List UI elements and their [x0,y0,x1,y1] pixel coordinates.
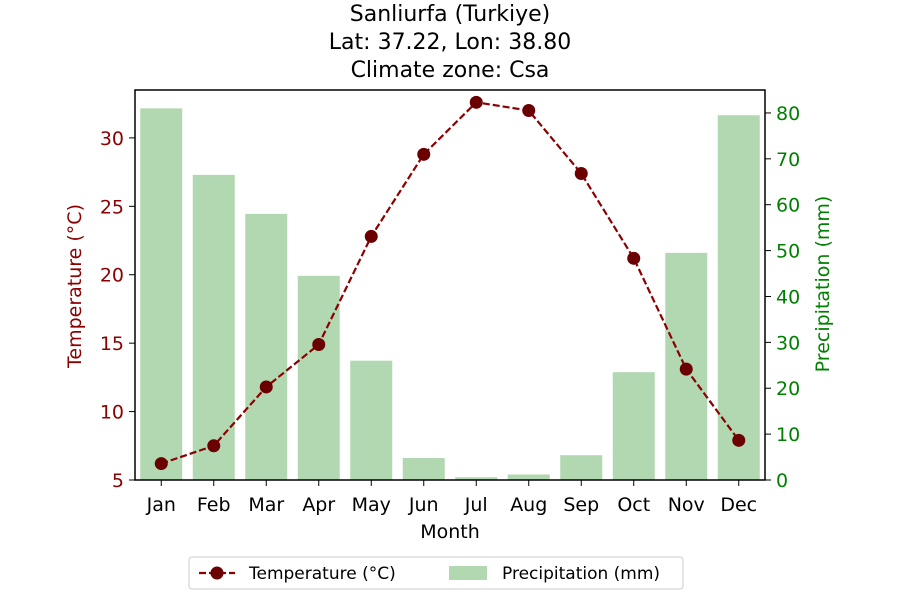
temperature-point-apr [312,338,326,352]
legend-precipitation-swatch [449,566,487,580]
x-axis-label: Month [420,521,480,543]
month-tick-label: May [352,494,391,516]
month-tick-label: Nov [668,494,705,516]
precipitation-bar-oct [612,372,655,480]
title-line-2: Lat: 37.22, Lon: 38.80 [329,30,571,55]
temperature-tick-label: 20 [100,265,124,287]
chart-title: Sanliurfa (Turkiye) Lat: 37.22, Lon: 38.… [329,2,571,83]
precipitation-bar-dec [717,115,760,480]
temperature-point-may [364,229,378,243]
legend-box [188,556,684,590]
precipitation-bar-jul [455,477,498,480]
temperature-point-jul [469,95,483,109]
temperature-line [154,95,746,471]
temperature-axis: 5 10 15 20 25 30 [100,128,135,492]
precipitation-tick-label: 80 [776,103,800,125]
month-tick-label: Dec [720,494,757,516]
temperature-point-dec [732,433,746,447]
precipitation-tick-label: 40 [776,286,800,308]
temperature-tick-label: 10 [100,402,124,424]
title-line-3: Climate zone: Csa [351,58,550,83]
precipitation-tick-label: 10 [776,424,800,446]
temperature-point-jun [417,147,431,161]
precipitation-bar-jan [140,108,183,481]
month-tick-label: Apr [302,494,335,516]
temperature-tick-label: 30 [100,128,124,150]
month-tick-label: Feb [197,494,231,516]
precipitation-bar-feb [192,174,235,480]
temperature-tick-label: 25 [100,196,124,218]
month-tick-label: Jan [146,494,176,516]
temperature-point-jan [154,457,168,471]
y-axis-label-left: Temperature (°C) [64,204,86,369]
precipitation-tick-label: 50 [776,241,800,263]
precipitation-bar-may [350,360,393,480]
temperature-tick-label: 15 [100,333,124,355]
legend: Temperature (°C) Precipitation (mm) [188,556,684,590]
month-tick-label: Aug [510,494,547,516]
temperature-point-aug [522,104,536,118]
temperature-point-nov [679,362,693,376]
precipitation-bar-mar [245,213,288,480]
title-line-1: Sanliurfa (Turkiye) [350,2,550,27]
temperature-point-mar [259,380,273,394]
precipitation-tick-label: 60 [776,195,800,217]
temperature-point-oct [627,251,641,265]
month-tick-label: Sep [563,494,599,516]
temperature-tick-label: 5 [112,470,124,492]
precipitation-bar-jun [402,457,445,480]
month-tick-label: Jul [464,494,488,516]
precipitation-tick-label: 70 [776,149,800,171]
month-tick-label: Jun [408,494,439,516]
legend-temperature-marker [210,566,224,580]
precipitation-bars [140,108,760,481]
precipitation-bar-aug [507,474,550,480]
legend-temperature-label: Temperature (°C) [248,564,396,584]
precipitation-tick-label: 20 [776,378,800,400]
plot-frame [134,89,766,481]
temperature-point-feb [207,439,221,453]
month-axis: Jan Feb Mar Apr May Jun Jul Aug Sep Oct Nov Dec [146,480,757,516]
precipitation-tick-label: 0 [776,470,788,492]
precipitation-bar-sep [560,455,603,480]
temperature-point-sep [574,166,588,180]
month-tick-label: Oct [617,494,650,516]
legend-precipitation-label: Precipitation (mm) [502,564,660,584]
month-tick-label: Mar [248,494,284,516]
y-axis-label-right: Precipitation (mm) [812,196,834,373]
precipitation-axis: 0 10 20 30 40 50 60 70 80 [765,103,800,492]
precipitation-bar-apr [297,275,340,480]
temperature-series-line [160,101,740,465]
precipitation-tick-label: 30 [776,332,800,354]
